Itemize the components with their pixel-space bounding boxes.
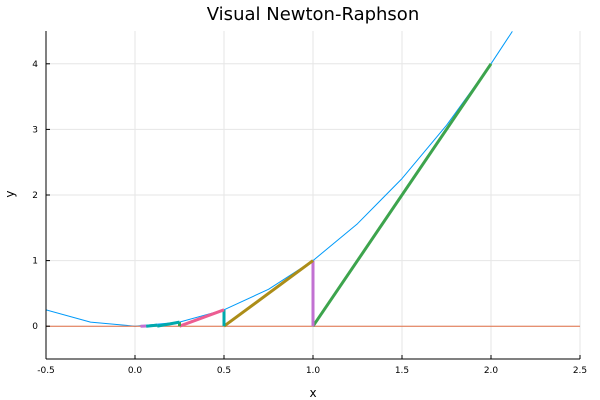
y-tick-label: 0 (32, 322, 38, 332)
x-tick-label: 2.5 (573, 366, 587, 376)
series-tangent-9 (145, 323, 158, 328)
x-tick-label: -0.5 (37, 366, 55, 376)
y-tick-label: 3 (32, 125, 38, 135)
x-tick-label: 1.0 (306, 366, 321, 376)
x-axis: -0.5 0.0 0.5 1.0 1.5 2.0 2.5 (37, 355, 587, 376)
y-tick-label: 4 (32, 60, 38, 70)
x-tick-label: 1.5 (395, 366, 409, 376)
x-tick-label: 2.0 (484, 366, 499, 376)
y-axis: 0 1 2 3 4 (32, 60, 50, 332)
series-tangent-6 (178, 308, 225, 328)
x-axis-label: x (309, 386, 316, 400)
y-tick-label: 2 (32, 191, 38, 201)
series-tangent-8 (156, 320, 180, 328)
x-tick-label: 0.5 (217, 366, 231, 376)
x-tick-label: 0.0 (128, 366, 143, 376)
series-tangent-2 (311, 62, 493, 328)
chart-title: Visual Newton-Raphson (207, 4, 419, 25)
y-axis-label: y (3, 190, 17, 197)
series-tangent-4 (223, 259, 314, 328)
y-tick-label: 1 (32, 257, 38, 267)
series-curve-0 (46, 31, 513, 327)
plot-area (46, 31, 580, 328)
